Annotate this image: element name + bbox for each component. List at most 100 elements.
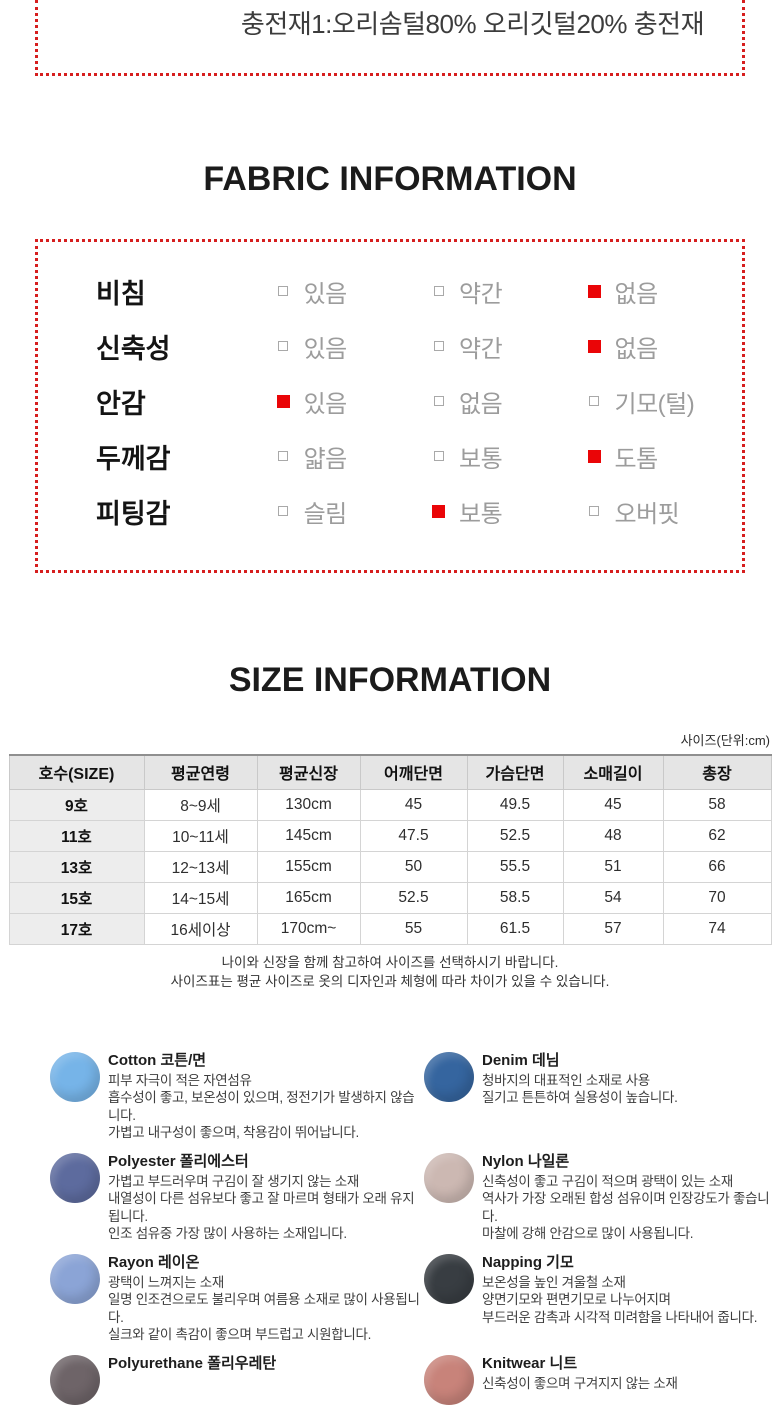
size-cell: 70 xyxy=(662,881,772,914)
col-header: 소매길이 xyxy=(562,754,664,790)
material-desc: 실크와 같이 촉감이 좋으며 부드럽고 시원합니다. xyxy=(108,1327,372,1342)
size-cell: 45 xyxy=(562,788,664,821)
size-table-header-row: 호수(SIZE) 평균연령 평균신장 어깨단면 가슴단면 소매길이 총장 xyxy=(8,754,772,790)
checkbox-icon xyxy=(589,506,600,516)
material-desc: 역사가 가장 오래된 합성 섬유이며 인장강도가 좋습니다. xyxy=(482,1191,770,1224)
size-cell: 15호 xyxy=(8,881,145,914)
checkbox-icon xyxy=(433,341,444,351)
fabric-attribute-label: 비침 xyxy=(96,278,146,309)
checkbox-icon xyxy=(587,284,601,298)
material-desc: 질기고 튼튼하여 실용성이 높습니다. xyxy=(482,1090,678,1105)
material-title: Polyurethane 폴리우레탄 xyxy=(108,1354,277,1372)
polyurethane-swatch-icon xyxy=(50,1354,100,1405)
material-desc: 내열성이 다른 섬유보다 좋고 잘 마르며 형태가 오래 유지됩니다. xyxy=(108,1191,415,1224)
material-desc: 가볍고 내구성이 좋으며, 착용감이 뛰어납니다. xyxy=(108,1125,359,1140)
cotton-swatch-icon xyxy=(50,1051,100,1102)
material-title: Polyester 폴리에스터 xyxy=(108,1152,249,1170)
material-desc: 일명 인조견으로도 불리우며 여름용 소재로 많이 사용됩니다. xyxy=(108,1292,420,1325)
size-cell: 57 xyxy=(562,912,664,945)
size-cell: 130cm xyxy=(256,788,361,821)
checkbox-icon xyxy=(589,396,600,406)
fabric-option-label: 슬림 xyxy=(303,500,348,528)
material-title: Rayon 레이온 xyxy=(108,1253,200,1271)
checkbox-icon xyxy=(278,341,289,351)
material-title: Napping 기모 xyxy=(482,1253,574,1271)
table-row: 9호 8~9세 130cm 45 49.5 45 58 xyxy=(8,788,772,821)
fabric-option-label: 약간 xyxy=(459,335,503,363)
size-cell: 13호 xyxy=(8,850,145,883)
size-cell: 10~11세 xyxy=(143,819,258,852)
size-cell: 45 xyxy=(359,788,468,821)
checkbox-wrap xyxy=(587,339,602,353)
fabric-option: 슬림 xyxy=(276,494,431,529)
checkbox-wrap xyxy=(587,449,602,463)
col-header: 호수(SIZE) xyxy=(8,754,145,790)
checkbox-icon xyxy=(587,339,601,353)
napping-swatch-icon xyxy=(424,1253,474,1304)
material-title: Denim 데님 xyxy=(482,1051,560,1069)
material-denim: Denim 데님 청바지의 대표적인 소재로 사용 질기고 튼튼하여 실용성이 … xyxy=(424,1049,780,1142)
size-cell: 55.5 xyxy=(466,850,564,883)
material-desc: 마찰에 강해 안감으로 많이 사용됩니다. xyxy=(482,1226,694,1241)
size-cell: 17호 xyxy=(8,912,145,945)
size-unit-label: 사이즈(단위:cm) xyxy=(680,733,770,748)
materials-section: Cotton 코튼/면 피부 자극이 적은 자연섬유 흡수성이 좋고, 보온성이… xyxy=(0,1049,780,1422)
fabric-row-elasticity: 신축성 있음 약간 없음 xyxy=(38,329,742,364)
checkbox-wrap xyxy=(587,396,602,406)
fabric-option-label: 기모(털) xyxy=(614,390,695,418)
material-desc: 청바지의 대표적인 소재로 사용 xyxy=(482,1072,650,1088)
material-desc: 인조 섬유중 가장 많이 사용하는 소재입니다. xyxy=(108,1226,347,1241)
checkbox-wrap xyxy=(587,506,602,516)
checkbox-wrap xyxy=(431,341,446,351)
fabric-option-label: 약간 xyxy=(459,280,503,308)
size-cell: 51 xyxy=(562,850,664,883)
size-note-line: 나이와 신장을 함께 참고하여 사이즈를 선택하시기 바랍니다. xyxy=(221,954,559,970)
fabric-information-title: FABRIC INFORMATION xyxy=(203,160,577,198)
material-desc: 신축성이 좋고 구김이 적으며 광택이 있는 소재 xyxy=(482,1173,733,1189)
material-desc: 부드러운 감촉과 시각적 미려함을 나타내어 줍니다. xyxy=(482,1309,758,1325)
material-title: Nylon 나일론 xyxy=(482,1152,570,1170)
checkbox-wrap xyxy=(276,506,291,516)
fabric-option-label: 있음 xyxy=(303,390,348,418)
size-cell: 48 xyxy=(562,819,664,852)
col-header: 평균신장 xyxy=(256,754,361,790)
size-cell: 16세이상 xyxy=(143,912,258,945)
material-polyurethane: Polyurethane 폴리우레탄 xyxy=(50,1352,424,1422)
fabric-row-lining: 안감 있음 없음 기모(털) xyxy=(38,386,742,419)
checkbox-wrap xyxy=(431,451,446,461)
material-knitwear: Knitwear 니트 신축성이 좋으며 구겨지지 않는 소재 xyxy=(424,1352,780,1422)
fabric-option-label: 없음 xyxy=(614,335,659,363)
checkbox-wrap xyxy=(276,286,291,296)
knitwear-swatch-icon xyxy=(424,1354,474,1405)
fabric-option-label: 보통 xyxy=(459,445,503,473)
material-rayon: Rayon 레이온 광택이 느껴지는 소재 일명 인조견으로도 불리우며 여름용… xyxy=(50,1251,424,1344)
size-notes: 나이와 신장을 함께 참고하여 사이즈를 선택하시기 바랍니다. 사이즈표는 평… xyxy=(0,953,780,991)
material-desc: 신축성이 좋으며 구겨지지 않는 소재 xyxy=(482,1375,678,1391)
fabric-option: 오버핏 xyxy=(587,494,742,529)
fabric-option-label: 얇음 xyxy=(303,445,348,473)
size-note-line: 사이즈표는 평균 사이즈로 옷의 디자인과 체형에 따라 차이가 있을 수 있습… xyxy=(170,973,610,989)
fabric-option-label: 도톰 xyxy=(614,445,659,473)
size-cell: 55 xyxy=(359,912,468,945)
fabric-option: 약간 xyxy=(431,329,586,364)
checkbox-icon xyxy=(433,396,444,406)
material-polyester: Polyester 폴리에스터 가볍고 부드러우며 구김이 잘 생기지 않는 소… xyxy=(50,1150,424,1243)
fabric-info-box: 비침 있음 약간 없음 신축성 있음 약간 없음 안감 xyxy=(35,239,745,573)
size-cell: 14~15세 xyxy=(143,881,258,914)
size-cell: 170cm~ xyxy=(256,912,361,945)
checkbox-wrap xyxy=(431,504,446,518)
size-cell: 52.5 xyxy=(466,819,564,852)
size-information-title: SIZE INFORMATION xyxy=(228,661,552,699)
size-cell: 11호 xyxy=(8,819,145,852)
checkbox-wrap xyxy=(276,451,291,461)
table-row: 17호 16세이상 170cm~ 55 61.5 57 74 xyxy=(8,912,772,945)
size-cell: 74 xyxy=(662,912,772,945)
col-header: 가슴단면 xyxy=(466,754,564,790)
fabric-option-label: 있음 xyxy=(303,280,348,308)
material-title: Cotton 코튼/면 xyxy=(108,1051,207,1069)
size-cell: 47.5 xyxy=(359,819,468,852)
fabric-row-sheerness: 비침 있음 약간 없음 xyxy=(38,274,742,309)
fabric-option: 있음 xyxy=(276,274,431,309)
fabric-attribute-label: 신축성 xyxy=(96,333,171,364)
material-desc: 보온성을 높인 겨울철 소재 xyxy=(482,1274,626,1290)
